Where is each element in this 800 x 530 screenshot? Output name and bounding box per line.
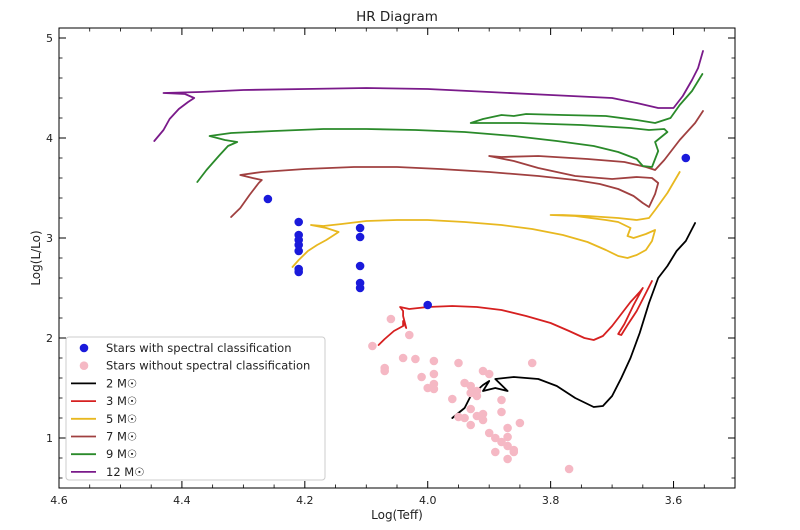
unclassified-star-point-9 xyxy=(429,356,439,366)
unclassified-star-point-41 xyxy=(491,447,500,457)
unclassified-star-point-12 xyxy=(429,384,439,394)
unclassified-star-point-43 xyxy=(454,412,463,422)
track-line-3 xyxy=(230,110,704,218)
unclassified-star-point-29 xyxy=(497,437,506,447)
legend-label-track-4: 9 M☉ xyxy=(106,447,137,461)
unclassified-star-point-20 xyxy=(484,369,494,379)
unclassified-star-point-23 xyxy=(478,415,488,425)
unclassified-star-point-42 xyxy=(472,391,482,401)
unclassified-star-point-0 xyxy=(386,314,396,324)
unclassified-star-point-4 xyxy=(398,353,408,363)
classified-star-point-5 xyxy=(294,246,304,256)
y-tick-label-1: 2 xyxy=(46,332,53,345)
legend-label-track-3: 7 M☉ xyxy=(106,430,137,444)
ticks-layer: 4.6 4.4 4.2 4.0 3.8 3.6 1 2 3 4 5 xyxy=(46,28,736,507)
x-tick-label-3: 4.0 xyxy=(419,494,437,507)
unclassified-star-point-27 xyxy=(484,428,494,438)
unclassified-star-point-40 xyxy=(503,454,512,464)
unclassified-star-point-6 xyxy=(411,354,420,364)
series-layer xyxy=(153,50,704,474)
unclassified-star-point-32 xyxy=(503,441,512,451)
x-tick-label-4: 3.8 xyxy=(542,494,560,507)
y-tick-label-2: 3 xyxy=(46,232,53,245)
x-tick-label-5: 3.6 xyxy=(665,494,683,507)
classified-star-point-13 xyxy=(423,300,433,310)
track-line-5 xyxy=(153,50,704,142)
unclassified-star-point-3 xyxy=(380,366,390,376)
classified-star-point-9 xyxy=(355,232,365,242)
legend-label-track-2: 5 M☉ xyxy=(106,412,137,426)
y-tick-label-4: 5 xyxy=(46,32,53,45)
x-tick-label-1: 4.4 xyxy=(173,494,191,507)
legend-label-track-0: 2 M☉ xyxy=(106,376,137,390)
classified-star-point-14 xyxy=(681,153,691,163)
x-tick-label-0: 4.6 xyxy=(50,494,68,507)
unclassified-star-point-16 xyxy=(466,381,476,391)
classified-star-point-10 xyxy=(355,261,365,271)
x-tick-label-2: 4.2 xyxy=(296,494,314,507)
classified-star-point-7 xyxy=(294,267,304,277)
unclassified-star-point-35 xyxy=(497,407,506,417)
unclassified-star-point-28 xyxy=(491,433,500,443)
track-line-2 xyxy=(291,171,681,268)
unclassified-star-point-14 xyxy=(448,394,457,404)
y-tick-label-0: 1 xyxy=(46,432,53,445)
legend-label-track-1: 3 M☉ xyxy=(106,394,137,408)
legend-label-scatter-1: Stars without spectral classification xyxy=(106,359,310,373)
unclassified-star-point-39 xyxy=(564,464,574,474)
track-line-1 xyxy=(377,280,653,346)
x-axis-label: Log(Teff) xyxy=(371,508,423,522)
track-line-0 xyxy=(451,222,696,419)
classified-star-point-0 xyxy=(263,194,273,204)
legend-label-track-5: 12 M☉ xyxy=(106,465,145,479)
y-tick-label-3: 4 xyxy=(46,132,53,145)
unclassified-star-point-31 xyxy=(503,432,512,442)
chart-title: HR Diagram xyxy=(356,9,438,25)
legend: Stars with spectral classification Stars … xyxy=(65,336,326,481)
unclassified-star-point-1 xyxy=(368,341,377,351)
unclassified-star-point-34 xyxy=(509,447,519,457)
legend-marker-scatter-0 xyxy=(79,343,89,353)
legend-box xyxy=(65,336,326,481)
unclassified-star-point-36 xyxy=(497,395,506,405)
unclassified-star-point-37 xyxy=(515,418,525,428)
unclassified-star-point-10 xyxy=(429,369,439,379)
unclassified-star-point-38 xyxy=(527,358,537,368)
unclassified-star-point-7 xyxy=(417,372,426,382)
y-axis-label: Log(L/Lo) xyxy=(29,230,43,285)
legend-marker-scatter-1 xyxy=(79,361,89,371)
legend-label-scatter-0: Stars with spectral classification xyxy=(106,341,292,355)
unclassified-star-point-25 xyxy=(466,420,476,430)
unclassified-star-point-13 xyxy=(454,358,463,368)
unclassified-star-point-30 xyxy=(503,423,512,433)
unclassified-star-point-26 xyxy=(478,409,488,419)
classified-star-point-8 xyxy=(355,223,365,233)
track-line-4 xyxy=(196,73,704,183)
classified-star-point-1 xyxy=(294,217,304,227)
unclassified-star-point-5 xyxy=(405,330,414,340)
classified-star-point-4 xyxy=(294,240,304,250)
unclassified-star-point-21 xyxy=(466,404,476,414)
classified-star-point-12 xyxy=(355,283,365,293)
